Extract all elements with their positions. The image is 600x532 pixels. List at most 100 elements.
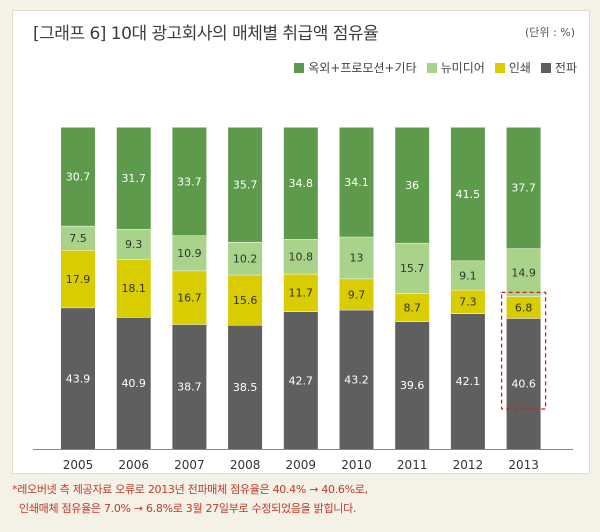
- bar-segment-newmedia-2006: [116, 229, 151, 260]
- bar-segment-print-2011: [395, 293, 430, 322]
- bar-segment-newmedia-2010: [339, 236, 374, 279]
- x-tick-label-2008: 2008: [230, 458, 261, 472]
- bar-segment-broadcast-2011: [395, 321, 430, 449]
- legend-item-broadcast: 전파: [540, 59, 577, 76]
- legend-label-broadcast: 전파: [554, 61, 577, 75]
- x-tick-label-2011: 2011: [397, 458, 428, 472]
- bar-segment-outdoor-2010: [339, 127, 374, 237]
- data-label-outdoor-2008: 35.7: [233, 178, 258, 191]
- legend-label-print: 인쇄: [508, 61, 531, 75]
- x-tick-label-2007: 2007: [174, 458, 205, 472]
- legend: 옥외+프로모션+기타 뉴미디어 인쇄 전파: [294, 59, 577, 76]
- bar-segment-print-2007: [172, 270, 207, 325]
- bar-segment-print-2013: [506, 296, 541, 319]
- bar-segment-broadcast-2009: [283, 311, 318, 449]
- bar-segment-outdoor-2005: [61, 127, 95, 226]
- bar-segment-newmedia-2011: [395, 242, 430, 294]
- bar-segment-broadcast-2008: [228, 325, 263, 449]
- bar-segment-newmedia-2005: [61, 225, 95, 251]
- bar-segment-broadcast-2013: [506, 318, 541, 449]
- bar-segment-print-2012: [450, 289, 485, 314]
- data-label-print-2006: 18.1: [121, 282, 146, 295]
- bar-segment-broadcast-2006: [116, 317, 151, 449]
- data-label-newmedia-2010: 13: [350, 252, 364, 265]
- x-tick-label-2006: 2006: [118, 458, 149, 472]
- data-label-newmedia-2007: 10.9: [177, 247, 202, 260]
- data-label-broadcast-2006: 40.9: [121, 377, 146, 390]
- bar-segment-outdoor-2011: [395, 127, 430, 243]
- legend-swatch-broadcast: [540, 62, 551, 73]
- x-tick-label-2012: 2012: [453, 458, 484, 472]
- data-label-outdoor-2007: 33.7: [177, 175, 202, 188]
- data-label-broadcast-2009: 42.7: [289, 374, 314, 387]
- data-label-print-2012: 7.3: [459, 296, 477, 309]
- data-label-outdoor-2010: 34.1: [344, 176, 369, 189]
- legend-swatch-newmedia: [426, 62, 437, 73]
- legend-swatch-print: [494, 62, 505, 73]
- data-label-outdoor-2011: 36: [405, 179, 419, 192]
- data-label-broadcast-2007: 38.7: [177, 381, 202, 394]
- data-label-broadcast-2008: 38.5: [233, 381, 258, 394]
- data-label-print-2005: 17.9: [66, 273, 91, 286]
- bar-segment-newmedia-2007: [172, 235, 207, 271]
- data-label-newmedia-2006: 9.3: [125, 238, 143, 251]
- bar-segment-newmedia-2008: [228, 241, 263, 275]
- bar-segment-broadcast-2010: [339, 309, 374, 449]
- data-label-newmedia-2008: 10.2: [233, 252, 258, 265]
- data-label-outdoor-2013: 37.7: [511, 182, 536, 195]
- data-label-outdoor-2012: 41.5: [456, 188, 481, 201]
- data-label-print-2007: 16.7: [177, 291, 202, 304]
- bar-segment-outdoor-2006: [116, 127, 151, 230]
- bar-segment-print-2005: [61, 250, 95, 308]
- x-tick-label-2013: 2013: [508, 458, 539, 472]
- data-label-print-2009: 11.7: [289, 287, 314, 300]
- data-label-newmedia-2009: 10.8: [289, 250, 314, 263]
- bar-segment-print-2010: [339, 278, 374, 310]
- bar-segment-newmedia-2012: [450, 260, 485, 290]
- chart-title: [그래프 6] 10대 광고회사의 매체별 취급액 점유율: [33, 24, 379, 44]
- bar-segment-broadcast-2012: [450, 313, 485, 449]
- bar-segment-newmedia-2009: [283, 239, 318, 274]
- data-label-print-2013: 6.8: [515, 301, 533, 314]
- bar-segment-broadcast-2007: [172, 324, 207, 449]
- footnote: *레오버넷 측 제공자료 오류로 2013년 전파매체 점유율은 40.4% →…: [12, 480, 368, 518]
- x-tick-label-2010: 2010: [341, 458, 372, 472]
- chart-panel: [그래프 6] 10대 광고회사의 매체별 취급액 점유율 (단위 : %) 옥…: [12, 10, 590, 474]
- legend-item-newmedia: 뉴미디어: [426, 59, 485, 76]
- bar-segment-outdoor-2007: [172, 127, 207, 236]
- x-tick-label-2009: 2009: [286, 458, 317, 472]
- data-label-outdoor-2005: 30.7: [66, 170, 91, 183]
- bar-segment-outdoor-2013: [506, 127, 541, 249]
- legend-label-outdoor: 옥외+프로모션+기타: [308, 61, 417, 75]
- data-label-broadcast-2013: 40.6: [511, 378, 536, 391]
- legend-item-print: 인쇄: [494, 59, 531, 76]
- legend-label-newmedia: 뉴미디어: [440, 61, 485, 75]
- bar-segment-outdoor-2009: [283, 127, 318, 240]
- data-label-newmedia-2013: 14.9: [511, 266, 536, 279]
- data-label-broadcast-2005: 43.9: [66, 372, 91, 385]
- data-label-newmedia-2011: 15.7: [400, 262, 425, 275]
- bar-segment-broadcast-2005: [61, 307, 95, 449]
- bar-segment-outdoor-2008: [228, 127, 263, 242]
- data-label-outdoor-2006: 31.7: [121, 172, 146, 185]
- footnote-line-2: 인쇄매체 점유율은 7.0% → 6.8%로 3월 27일부로 수정되었음을 밝…: [19, 502, 357, 515]
- highlight-box-2013: [500, 291, 547, 410]
- bar-segment-print-2008: [228, 274, 263, 326]
- data-label-outdoor-2009: 34.8: [289, 177, 314, 190]
- data-label-print-2010: 9.7: [348, 288, 366, 301]
- stacked-bar-chart: 43.9 17.9 7.5 30.7 2005 40.9 18.1 9.3 31.7 2006 38…: [33, 126, 573, 472]
- footnote-line-1: *레오버넷 측 제공자료 오류로 2013년 전파매체 점유율은 40.4% →…: [12, 483, 368, 496]
- legend-item-outdoor: 옥외+프로모션+기타: [294, 59, 417, 76]
- data-label-newmedia-2005: 7.5: [69, 232, 87, 245]
- data-label-print-2011: 8.7: [403, 301, 421, 314]
- unit-label: (단위 : %): [525, 26, 575, 39]
- x-tick-label-2005: 2005: [63, 458, 94, 472]
- data-label-broadcast-2010: 43.2: [344, 373, 369, 386]
- data-label-newmedia-2012: 9.1: [459, 269, 477, 282]
- bar-segment-print-2009: [283, 273, 318, 312]
- bar-segment-outdoor-2012: [450, 127, 485, 261]
- data-label-broadcast-2012: 42.1: [456, 375, 481, 388]
- data-label-broadcast-2011: 39.6: [400, 379, 425, 392]
- bar-segment-print-2006: [116, 259, 151, 318]
- data-label-print-2008: 15.6: [233, 294, 258, 307]
